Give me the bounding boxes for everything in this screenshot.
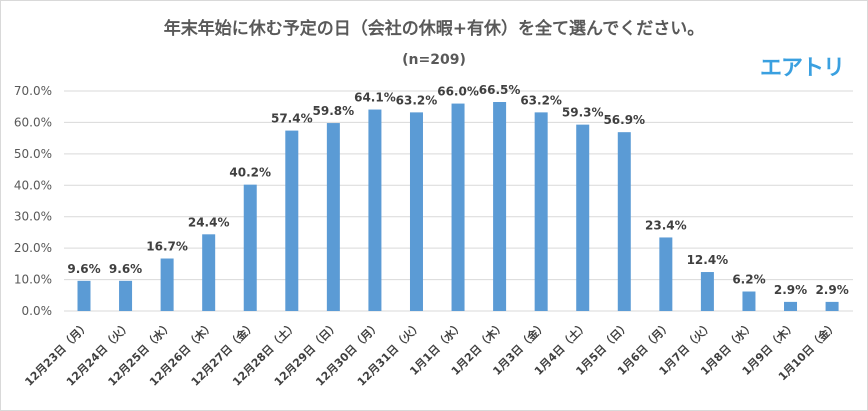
bar xyxy=(451,103,465,311)
bar xyxy=(534,112,548,311)
data-label: 64.1% xyxy=(354,91,396,105)
bar xyxy=(285,130,299,311)
bar xyxy=(742,291,756,311)
data-label: 66.5% xyxy=(479,83,521,97)
data-label: 57.4% xyxy=(271,112,313,126)
data-label: 12.4% xyxy=(687,253,729,267)
y-tick-label: 0.0% xyxy=(22,304,53,318)
y-tick-label: 60.0% xyxy=(14,115,52,129)
bar xyxy=(119,280,133,311)
data-label: 59.8% xyxy=(313,104,355,118)
data-label: 2.9% xyxy=(774,283,807,297)
bar xyxy=(617,132,631,311)
bar xyxy=(160,258,174,311)
bar xyxy=(700,272,714,311)
data-label: 66.0% xyxy=(437,85,479,99)
bar xyxy=(243,184,257,311)
data-label: 59.3% xyxy=(562,106,604,120)
bar xyxy=(784,301,798,311)
data-label: 63.2% xyxy=(396,93,438,107)
data-label: 6.2% xyxy=(732,273,765,287)
data-label: 9.6% xyxy=(109,262,142,276)
y-tick-label: 10.0% xyxy=(14,273,52,287)
chart-title: 年末年始に休む予定の日（会社の休暇+有休）を全て選んでください。 xyxy=(163,19,705,39)
data-label: 23.4% xyxy=(645,218,687,232)
bar xyxy=(409,112,423,311)
data-label: 24.4% xyxy=(188,215,230,229)
bar xyxy=(825,301,839,311)
y-tick-label: 20.0% xyxy=(14,241,52,255)
y-tick-label: 70.0% xyxy=(14,84,52,98)
chart-subtitle: (n=209) xyxy=(402,52,466,68)
bar xyxy=(202,234,216,311)
y-tick-label: 50.0% xyxy=(14,147,52,161)
data-label: 9.6% xyxy=(67,262,100,276)
airtrip-logo: エアトリ xyxy=(760,56,845,81)
bar xyxy=(493,102,507,311)
data-label: 56.9% xyxy=(603,113,645,127)
data-label: 2.9% xyxy=(815,283,848,297)
y-tick-label: 40.0% xyxy=(14,178,52,192)
data-label: 16.7% xyxy=(146,240,188,254)
bar xyxy=(576,124,590,311)
data-label: 63.2% xyxy=(520,93,562,107)
bar xyxy=(77,280,91,311)
y-tick-label: 30.0% xyxy=(14,210,52,224)
bar xyxy=(368,109,382,312)
bar xyxy=(659,237,673,311)
bar xyxy=(326,123,340,311)
data-label: 40.2% xyxy=(229,166,271,180)
